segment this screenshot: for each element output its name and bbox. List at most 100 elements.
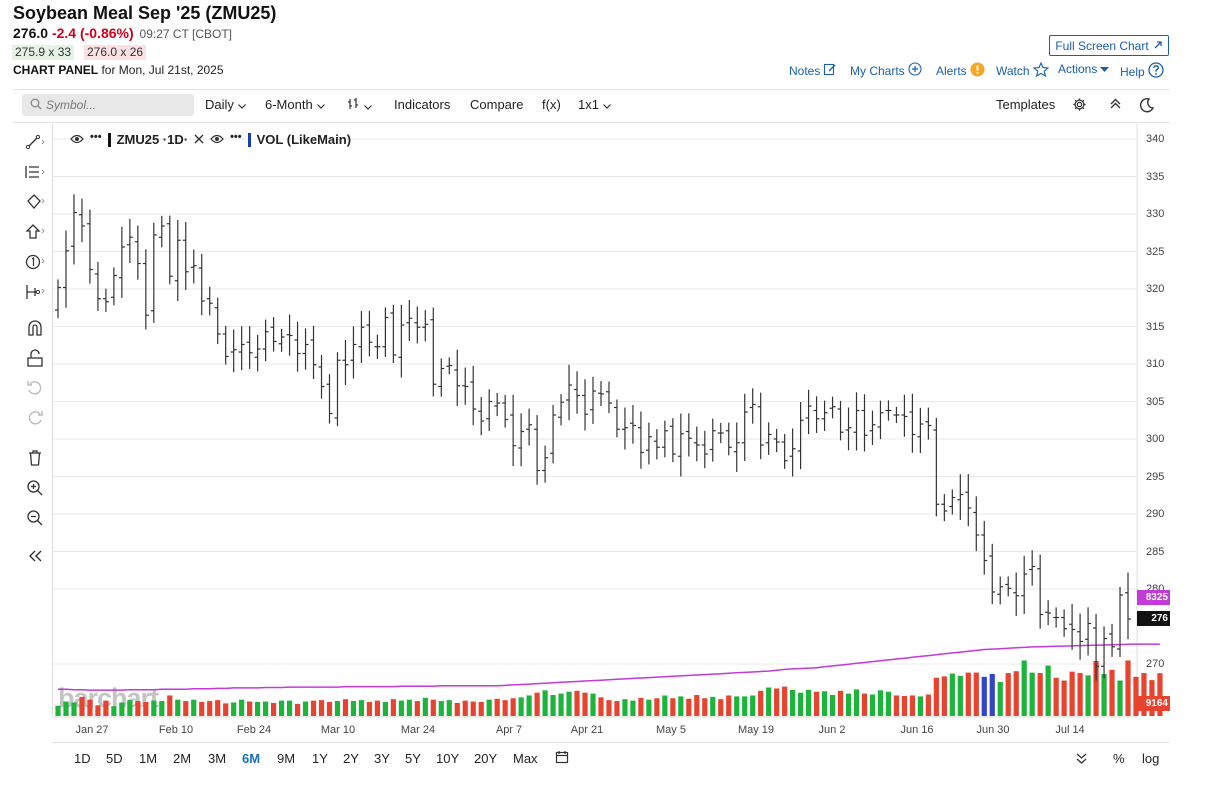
interval-dropdown[interactable]: Daily (205, 97, 246, 112)
range-button-2m[interactable]: 2M (173, 751, 192, 766)
magnet-icon[interactable] (23, 316, 47, 340)
range-button-2y[interactable]: 2Y (343, 751, 359, 766)
volume-bar (798, 692, 804, 716)
trendline-tool-icon[interactable] (23, 130, 47, 154)
calendar-icon[interactable] (555, 750, 569, 767)
volume-bar (390, 699, 396, 716)
compare-button[interactable]: Compare (470, 97, 524, 112)
close-icon[interactable] (194, 132, 204, 147)
unlock-icon[interactable] (23, 346, 47, 370)
range-button-6m[interactable]: 6M (242, 751, 261, 766)
ohlc-bar (486, 389, 493, 431)
watch-link[interactable]: Watch (996, 61, 1049, 80)
range-button-10y[interactable]: 10Y (436, 751, 460, 766)
range-button-1d[interactable]: 1D (74, 751, 91, 766)
arrow-up-tool-icon[interactable] (23, 220, 47, 244)
ohlc-bar (605, 381, 612, 414)
range-button-5y[interactable]: 5Y (405, 751, 421, 766)
zoom-in-icon[interactable] (23, 476, 47, 500)
more-dots-icon[interactable]: ••• (90, 130, 102, 143)
symbol-placeholder: Symbol... (46, 98, 97, 112)
eye-icon[interactable] (70, 132, 84, 147)
ohlc-bar (422, 310, 429, 342)
range-button-9m[interactable]: 9M (277, 751, 296, 766)
alerts-link[interactable]: Alerts (936, 62, 985, 80)
ohlc-bar (885, 400, 892, 421)
volume-bar (255, 702, 261, 716)
number-marker-icon[interactable] (23, 250, 47, 274)
range-button-3m[interactable]: 3M (208, 751, 227, 766)
undo-icon[interactable] (23, 376, 47, 400)
symbol-search-input[interactable]: Symbol... (22, 94, 194, 116)
my-charts-label: My Charts (850, 63, 905, 78)
ohlc-bar (142, 249, 149, 330)
ohlc-bar (270, 317, 277, 352)
volume-bar (662, 695, 668, 716)
legend-volume-series: VOL (LikeMain) (256, 132, 352, 147)
fx-button[interactable]: f(x) (542, 97, 561, 112)
range-button-5d[interactable]: 5D (106, 751, 123, 766)
measure-tool-icon[interactable] (23, 280, 47, 304)
ohlc-bar (1069, 604, 1076, 650)
trash-icon[interactable] (23, 446, 47, 470)
settings-gear-icon[interactable] (1072, 97, 1087, 112)
fibonacci-tool-icon[interactable] (23, 160, 47, 184)
chart-type-dropdown[interactable] (346, 97, 372, 114)
redo-icon[interactable] (23, 406, 47, 430)
volume-bar (590, 693, 596, 716)
volume-bar (143, 702, 149, 716)
ohlc-bar (1093, 613, 1100, 681)
volume-bar (941, 676, 947, 716)
shape-tool-icon[interactable] (23, 190, 47, 214)
notes-link[interactable]: Notes (789, 62, 837, 79)
dark-mode-moon-icon[interactable] (1139, 97, 1155, 113)
ohlc-bar (701, 430, 708, 469)
help-link[interactable]: Help (1120, 62, 1164, 81)
range-button-3y[interactable]: 3Y (374, 751, 390, 766)
volume-bar (694, 695, 700, 716)
ohlc-bar (781, 433, 788, 469)
collapse-left-icon[interactable] (23, 544, 47, 568)
more-dots-icon[interactable]: ••• (230, 130, 242, 143)
ohlc-bar (949, 489, 956, 515)
range-button-1y[interactable]: 1Y (312, 751, 328, 766)
ohlc-bar (1053, 607, 1060, 628)
ohlc-bar (957, 474, 964, 520)
volume-bar (885, 691, 892, 716)
full-screen-chart-button[interactable]: Full Screen Chart (1049, 35, 1169, 56)
volume-bar (263, 701, 269, 716)
actions-menu[interactable]: Actions (1058, 62, 1110, 76)
volume-bar (63, 701, 69, 716)
ohlc-bar (462, 367, 469, 405)
volume-bar (654, 698, 660, 716)
volume-ma-line (58, 643, 1160, 691)
ohlc-bar (861, 394, 868, 452)
log-toggle[interactable]: log (1142, 751, 1160, 766)
plus-circle-icon (908, 62, 922, 79)
ohlc-bar (526, 408, 533, 446)
range-button-20y[interactable]: 20Y (474, 751, 498, 766)
y-tick-label: 320 (1146, 283, 1165, 295)
collapse-up-icon[interactable] (1109, 97, 1122, 110)
ohlc-bar (901, 394, 908, 437)
volume-bar (630, 700, 636, 716)
range-dropdown[interactable]: 6-Month (265, 97, 325, 112)
help-label: Help (1120, 64, 1145, 79)
my-charts-link[interactable]: My Charts (850, 62, 922, 79)
expand-down-icon[interactable] (1076, 752, 1087, 767)
range-button-max[interactable]: Max (513, 751, 538, 766)
volume-bar (622, 699, 628, 716)
ohlc-bar (1077, 613, 1084, 660)
chart-plot-area[interactable] (52, 124, 1138, 717)
volume-bar (462, 700, 468, 716)
zoom-out-icon[interactable] (23, 506, 47, 530)
percent-toggle[interactable]: % (1113, 751, 1125, 766)
edit-icon (823, 62, 837, 79)
layout-dropdown[interactable]: 1x1 (578, 97, 611, 112)
volume-bar (997, 681, 1003, 716)
templates-button[interactable]: Templates (996, 97, 1056, 112)
range-button-1m[interactable]: 1M (139, 751, 158, 766)
eye-icon[interactable] (210, 132, 224, 147)
indicators-button[interactable]: Indicators (394, 97, 451, 112)
chart-panel-date: CHART PANEL for Mon, Jul 21st, 2025 (13, 63, 224, 77)
